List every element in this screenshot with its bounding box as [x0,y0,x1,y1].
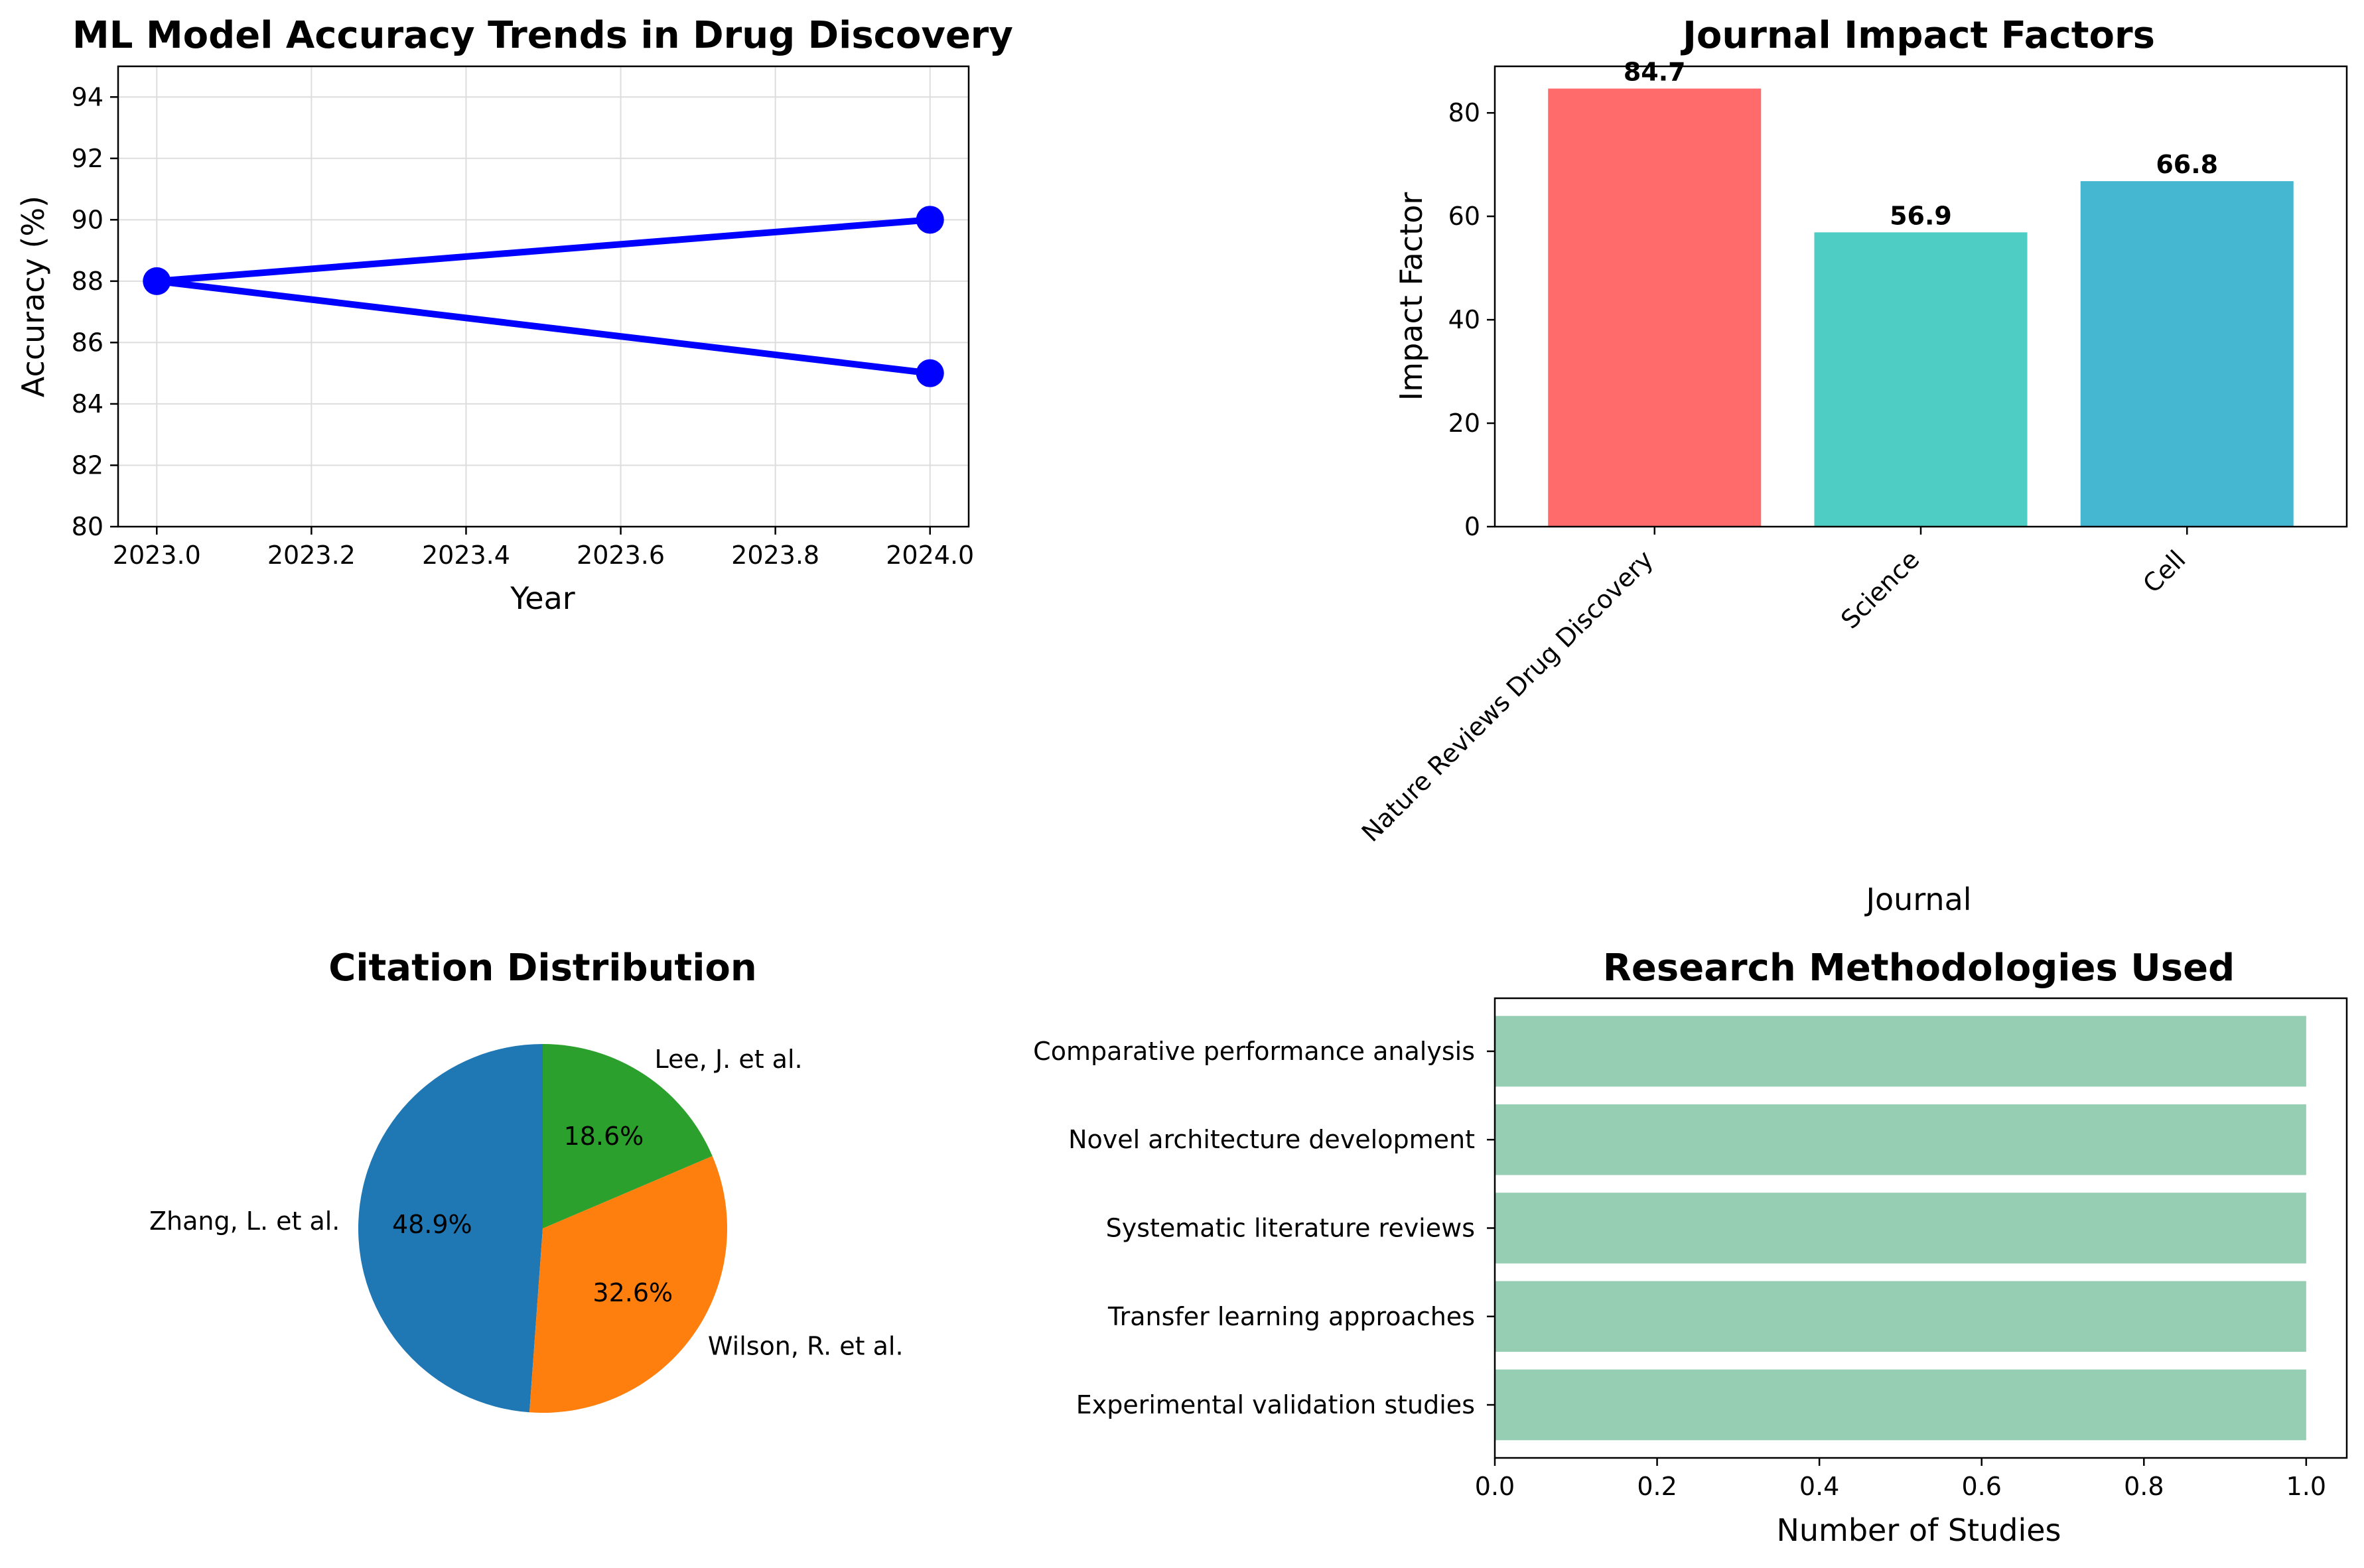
accuracy-y-axis-label: Accuracy (%) [15,196,51,397]
impact-bar [1548,88,1762,527]
impact-value-label: 56.9 [1890,201,1952,230]
methodologies-plot-area [1495,1015,2306,1441]
impact-value-label: 66.8 [2156,150,2218,179]
x-tick-label: 0.0 [1475,1472,1515,1501]
x-tick-label: 2023.2 [267,541,356,570]
pie-percent-label: 32.6% [592,1278,673,1307]
methodologies-chart: Research Methodologies Used 0.0 0.2 0.4 0.6… [1033,947,2348,1548]
accuracy-point [916,359,944,387]
y-tick-label: 90 [72,205,104,234]
impact-value-label: 84.7 [1624,58,1686,87]
methodologies-chart-title: Research Methodologies Used [1603,947,2235,990]
methodologies-y-ticks: Comparative performance analysis Novel ar… [1033,1037,1495,1419]
pie-slice-label: Lee, J. et al. [655,1045,803,1074]
pie-percent-label: 18.6% [564,1122,644,1151]
accuracy-point [143,267,171,295]
methodology-bar [1495,1369,2306,1441]
y-tick-label: 94 [72,82,104,111]
y-tick-label: 82 [72,450,104,480]
pie-slice [358,1044,543,1413]
y-tick-label: 86 [72,328,104,357]
y-tick-label: 60 [1448,202,1480,231]
y-tick-label: 0 [1464,512,1480,541]
methodology-bar [1495,1104,2306,1175]
pie-slice-label: Zhang, L. et al. [149,1207,340,1236]
accuracy-chart-title: ML Model Accuracy Trends in Drug Discove… [72,14,1013,57]
methodology-label: Experimental validation studies [1076,1390,1475,1419]
accuracy-x-axis-label: Year [510,580,575,616]
y-tick-label: 20 [1448,409,1480,438]
citation-chart-title: Citation Distribution [328,947,757,990]
pie-slice [529,1155,727,1413]
accuracy-plot-area [143,206,944,387]
x-tick-label: 2023.6 [577,541,665,570]
accuracy-axes-frame [117,65,970,528]
x-tick-label: 2023.4 [422,541,510,570]
methodology-bar [1495,1193,2306,1264]
impact-y-ticks: 0 20 40 60 80 [1448,98,1495,541]
impact-chart-title: Journal Impact Factors [1680,14,2155,57]
impact-y-axis-label: Impact Factor [1393,192,1429,401]
x-tick-label: 0.4 [1799,1472,1839,1501]
impact-x-axis-label: Journal [1864,882,1971,917]
impact-bar [1814,232,2028,527]
y-tick-label: 80 [1448,98,1480,127]
accuracy-trend-chart: ML Model Accuracy Trends in Drug Discove… [15,14,1013,616]
x-tick-label: 2024.0 [886,541,974,570]
methodology-label: Comparative performance analysis [1033,1037,1475,1066]
x-tick-label: 0.2 [1637,1472,1677,1501]
y-tick-label: 92 [72,144,104,173]
methodology-bar [1495,1281,2306,1352]
x-tick-label: 0.6 [1961,1472,2001,1501]
pie-percent-label: 48.9% [392,1210,472,1239]
y-tick-label: 84 [72,389,104,419]
accuracy-x-ticks: 2023.0 2023.2 2023.4 2023.6 2023.8 2024.0 [113,527,974,570]
x-tick-label: 2023.0 [113,541,201,570]
methodology-label: Transfer learning approaches [1107,1302,1475,1331]
y-tick-label: 40 [1448,305,1480,334]
impact-plot-area: 84.7 56.9 66.8 [1548,58,2294,527]
accuracy-y-ticks: 80 82 84 86 88 90 92 94 [72,82,118,541]
pie-slice-label: Wilson, R. et al. [708,1332,904,1361]
citation-pie: Zhang, L. et al. 48.9% Wilson, R. et al. 32… [149,1044,904,1413]
methodology-label: Novel architecture development [1068,1125,1475,1154]
pie-slice [543,1044,713,1228]
x-tick-label: 0.8 [2124,1472,2164,1501]
impact-bar [2080,181,2294,527]
y-tick-label: 88 [72,267,104,296]
methodology-label: Systematic literature reviews [1106,1214,1475,1243]
methodology-bar [1495,1015,2306,1087]
methodologies-x-axis-label: Number of Studies [1776,1512,2061,1548]
citation-distribution-chart: Citation Distribution Zhang, L. et al. 48… [149,947,904,1413]
accuracy-point [916,206,944,234]
methodologies-x-ticks: 0.0 0.2 0.4 0.6 0.8 1.0 [1475,1458,2326,1501]
x-tick-label: 2023.8 [731,541,819,570]
x-tick-label: 1.0 [2286,1472,2326,1501]
y-tick-label: 80 [72,512,104,541]
